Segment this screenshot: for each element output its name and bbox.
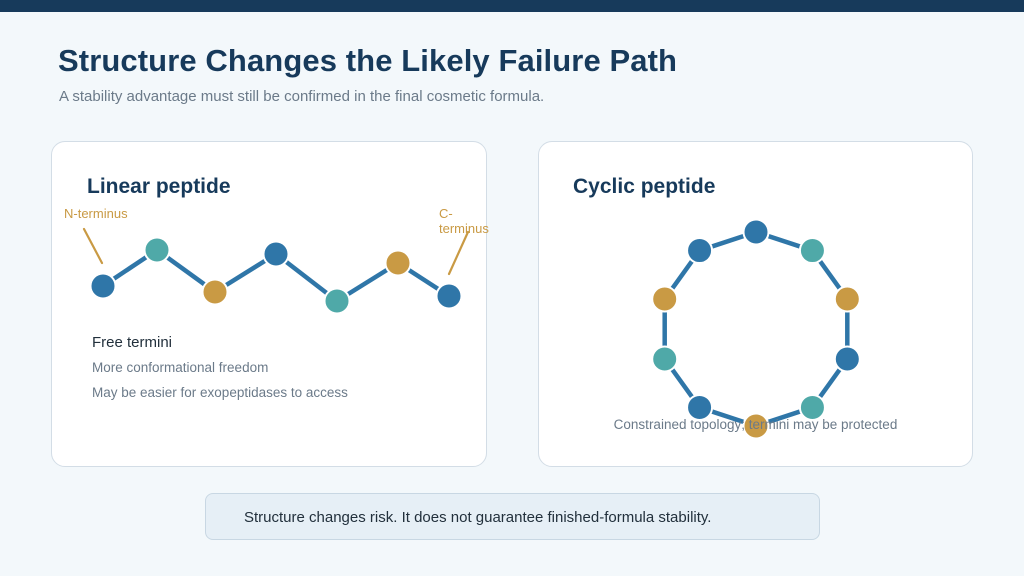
amino-acid-residue xyxy=(686,237,714,265)
amino-acid-residue xyxy=(686,393,714,421)
top-bar xyxy=(0,0,1024,12)
amino-acid-residue xyxy=(651,345,679,373)
amino-acid-residue xyxy=(833,285,861,313)
linear-peptide-diagram xyxy=(82,227,470,315)
cyclic-peptide-diagram xyxy=(651,218,861,440)
summary-note: Structure changes risk. It does not guar… xyxy=(205,493,820,540)
c-terminus-label: C-terminus xyxy=(439,206,489,236)
free-termini-heading: Free termini xyxy=(92,334,173,351)
cyclic-caption: Constrained topology; termini may be pro… xyxy=(613,417,898,432)
amino-acid-residue xyxy=(651,285,679,313)
amino-acid-residue xyxy=(798,393,826,421)
amino-acid-residue xyxy=(323,287,351,315)
cyclic-peptide-title: Cyclic peptide xyxy=(573,175,716,198)
amino-acid-residue xyxy=(742,218,770,246)
cyclic-peptide-card: Cyclic peptide Constrained topology; ter… xyxy=(538,141,973,467)
amino-acid-residue xyxy=(833,345,861,373)
amino-acid-residue xyxy=(384,249,412,277)
amino-acid-residue xyxy=(143,236,171,264)
amino-acid-residue xyxy=(262,240,290,268)
linear-peptide-title: Linear peptide xyxy=(87,175,231,198)
n-terminus-label: N-terminus xyxy=(64,206,128,221)
amino-acid-residue xyxy=(89,272,117,300)
c-terminus-pointer xyxy=(447,230,470,276)
feature-item: More conformational freedom xyxy=(92,360,269,375)
amino-acid-residue xyxy=(742,412,770,440)
page-subtitle: A stability advantage must still be conf… xyxy=(59,88,545,105)
page-title: Structure Changes the Likely Failure Pat… xyxy=(58,43,678,78)
feature-item: May be easier for exopeptidases to acces… xyxy=(92,385,348,400)
summary-note-text: Structure changes risk. It does not guar… xyxy=(244,509,712,526)
linear-peptide-card: Linear peptide N-terminus C-terminus Fre… xyxy=(51,141,489,467)
amino-acid-residue xyxy=(201,278,229,306)
n-terminus-pointer xyxy=(82,227,104,265)
amino-acid-residue xyxy=(798,237,826,265)
amino-acid-residue xyxy=(435,282,463,310)
